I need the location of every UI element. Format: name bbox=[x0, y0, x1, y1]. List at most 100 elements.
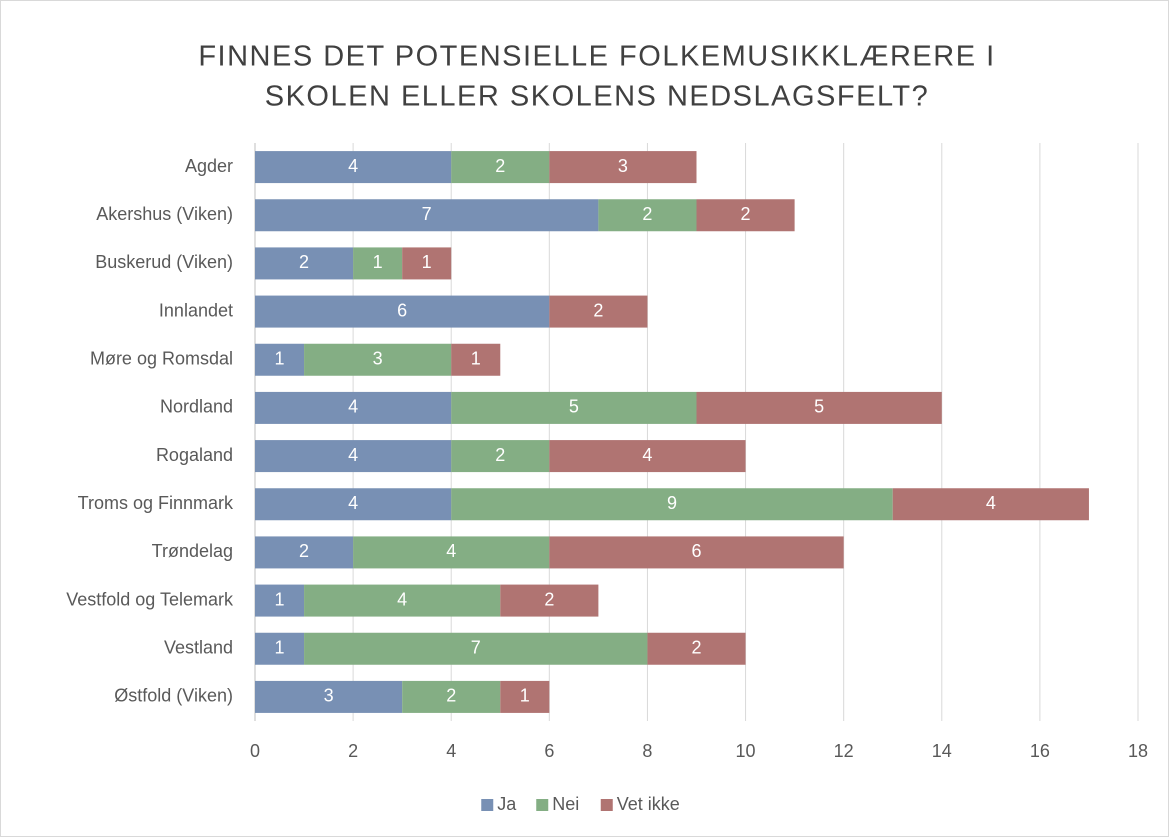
y-tick-label: Innlandet bbox=[159, 300, 233, 320]
y-tick-label: Nordland bbox=[160, 397, 233, 417]
data-label: 1 bbox=[275, 349, 285, 369]
data-label: 2 bbox=[495, 445, 505, 465]
data-label: 2 bbox=[741, 204, 751, 224]
bar-segment bbox=[255, 632, 305, 665]
data-label: 2 bbox=[446, 686, 456, 706]
bar-segment bbox=[255, 584, 305, 617]
bar-segment bbox=[255, 488, 452, 521]
data-label: 2 bbox=[299, 252, 309, 272]
y-tick-label: Vestfold og Telemark bbox=[66, 589, 234, 609]
y-tick-label: Østfold (Viken) bbox=[114, 686, 233, 706]
data-label: 3 bbox=[324, 686, 334, 706]
data-label: 4 bbox=[397, 589, 407, 609]
y-tick-label: Trøndelag bbox=[152, 541, 233, 561]
bar-segment bbox=[451, 151, 550, 184]
x-tick-label: 6 bbox=[544, 741, 554, 761]
data-label: 1 bbox=[520, 686, 530, 706]
bar-segment bbox=[255, 199, 599, 232]
bar-segment bbox=[402, 247, 452, 280]
bar-segment bbox=[451, 391, 697, 424]
x-tick-label: 16 bbox=[1030, 741, 1050, 761]
data-label: 2 bbox=[642, 204, 652, 224]
data-label: 4 bbox=[642, 445, 652, 465]
data-label: 5 bbox=[569, 397, 579, 417]
bar-segment bbox=[696, 391, 942, 424]
bar-segment bbox=[500, 584, 599, 617]
data-label: 1 bbox=[275, 638, 285, 658]
x-tick-label: 18 bbox=[1128, 741, 1148, 761]
bar-segment bbox=[255, 680, 403, 713]
bar-segment bbox=[647, 632, 746, 665]
bar-segment bbox=[451, 343, 501, 376]
data-label: 1 bbox=[422, 252, 432, 272]
bar-segment bbox=[598, 199, 697, 232]
y-tick-label: Buskerud (Viken) bbox=[95, 252, 233, 272]
legend-swatch bbox=[481, 799, 494, 811]
bar-segment bbox=[549, 151, 697, 184]
data-label: 4 bbox=[348, 397, 358, 417]
data-label: 6 bbox=[691, 541, 701, 561]
x-tick-label: 10 bbox=[736, 741, 756, 761]
data-label: 3 bbox=[373, 349, 383, 369]
chart-title: SKOLEN ELLER SKOLENS NEDSLAGSFELT? bbox=[265, 81, 930, 113]
data-label: 3 bbox=[618, 156, 628, 176]
x-tick-label: 8 bbox=[642, 741, 652, 761]
bar-segment bbox=[549, 440, 746, 473]
bar-segment bbox=[304, 632, 648, 665]
x-tick-label: 2 bbox=[348, 741, 358, 761]
bar-segment bbox=[255, 247, 354, 280]
x-tick-label: 4 bbox=[446, 741, 456, 761]
data-label: 2 bbox=[593, 300, 603, 320]
data-label: 7 bbox=[471, 638, 481, 658]
data-label: 4 bbox=[348, 445, 358, 465]
bar-segment bbox=[255, 391, 452, 424]
legend-label: Vet ikke bbox=[617, 794, 680, 814]
data-label: 2 bbox=[495, 156, 505, 176]
x-tick-label: 12 bbox=[834, 741, 854, 761]
bar-segment bbox=[304, 343, 452, 376]
bar-segment bbox=[304, 584, 501, 617]
data-label: 2 bbox=[299, 541, 309, 561]
legend-label: Ja bbox=[497, 794, 517, 814]
legend-label: Nei bbox=[552, 794, 579, 814]
data-label: 1 bbox=[275, 589, 285, 609]
bar-segment bbox=[696, 199, 795, 232]
bar-segment bbox=[451, 488, 893, 521]
bar-segment bbox=[255, 440, 452, 473]
data-label: 2 bbox=[691, 638, 701, 658]
bar-segment bbox=[353, 536, 550, 569]
data-label: 4 bbox=[348, 493, 358, 513]
bar-segment bbox=[451, 440, 550, 473]
bar-segment bbox=[255, 151, 452, 184]
bar-segment bbox=[402, 680, 501, 713]
bar-segment bbox=[353, 247, 403, 280]
y-tick-label: Agder bbox=[185, 156, 233, 176]
data-label: 4 bbox=[348, 156, 358, 176]
data-label: 4 bbox=[446, 541, 456, 561]
bar-segment bbox=[892, 488, 1089, 521]
legend-swatch bbox=[600, 799, 613, 811]
data-label: 1 bbox=[471, 349, 481, 369]
bar-segment bbox=[255, 343, 305, 376]
bar-segment bbox=[255, 536, 354, 569]
x-tick-label: 14 bbox=[932, 741, 952, 761]
x-tick-label: 0 bbox=[250, 741, 260, 761]
bar-segment bbox=[255, 295, 550, 328]
data-label: 6 bbox=[397, 300, 407, 320]
data-label: 1 bbox=[373, 252, 383, 272]
data-label: 7 bbox=[422, 204, 432, 224]
data-label: 4 bbox=[986, 493, 996, 513]
data-label: 2 bbox=[544, 589, 554, 609]
y-tick-label: Rogaland bbox=[156, 445, 233, 465]
y-tick-label: Vestland bbox=[164, 638, 233, 658]
y-tick-label: Troms og Finnmark bbox=[78, 493, 234, 513]
bar-segment bbox=[549, 295, 648, 328]
data-label: 9 bbox=[667, 493, 677, 513]
bar-segment bbox=[549, 536, 844, 569]
y-tick-label: Møre og Romsdal bbox=[90, 349, 233, 369]
y-tick-label: Akershus (Viken) bbox=[96, 204, 233, 224]
legend-swatch bbox=[536, 799, 549, 811]
data-label: 5 bbox=[814, 397, 824, 417]
chart-title: FINNES DET POTENSIELLE FOLKEMUSIKKLÆRERE… bbox=[198, 41, 995, 73]
